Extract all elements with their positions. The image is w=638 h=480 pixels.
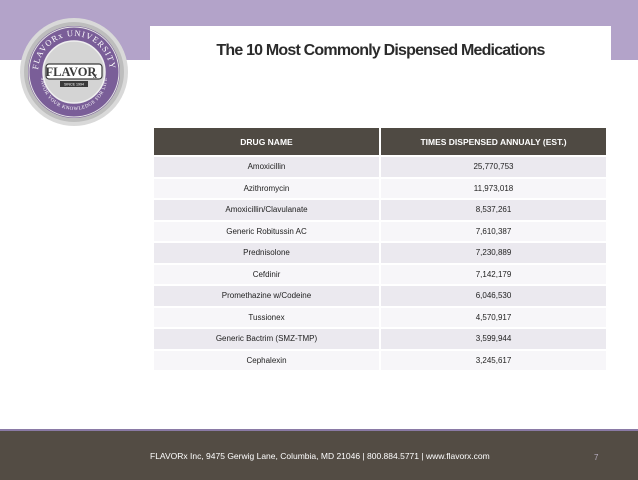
drug-name-cell: Amoxicillin: [154, 155, 381, 178]
table-row: Amoxicillin/Clavulanate 8,537,261: [154, 198, 606, 221]
seal-since-text: SINCE 1994: [64, 83, 84, 87]
table-row: Generic Bactrim (SMZ-TMP) 3,599,944: [154, 327, 606, 350]
seal-brand-text: FLAVOR: [46, 65, 98, 79]
drug-name-cell: Cefdinir: [154, 262, 381, 285]
dispensed-count-cell: 3,599,944: [380, 327, 606, 350]
drug-name-cell: Prednisolone: [154, 241, 381, 264]
dispensed-count-cell: 6,046,530: [380, 284, 606, 307]
dispensed-count-cell: 7,142,179: [380, 262, 606, 285]
drug-name-cell: Generic Bactrim (SMZ-TMP): [154, 327, 381, 350]
dispensed-count-cell: 7,230,889: [380, 241, 606, 264]
dispensed-count-cell: 8,537,261: [380, 198, 606, 221]
table-row: Generic Robitussin AC 7,610,387: [154, 219, 606, 242]
title-panel: [150, 26, 611, 88]
table-row: Azithromycin 11,973,018: [154, 176, 606, 199]
table-row: Tussionex 4,570,917: [154, 305, 606, 328]
table-row: Prednisolone 7,230,889: [154, 241, 606, 264]
medications-table: DRUG NAME TIMES DISPENSED ANNUALY (EST.)…: [154, 128, 606, 370]
drug-name-cell: Generic Robitussin AC: [154, 219, 381, 242]
table-row: Amoxicillin 25,770,753: [154, 155, 606, 178]
seal-brand-suffix: x: [93, 71, 97, 80]
dispensed-count-cell: 3,245,617: [380, 348, 606, 370]
drug-name-cell: Promethazine w/Codeine: [154, 284, 381, 307]
drug-name-cell: Azithromycin: [154, 176, 381, 199]
column-header-times-dispensed: TIMES DISPENSED ANNUALY (EST.): [380, 128, 606, 156]
footer-contact-text: FLAVORx Inc, 9475 Gerwig Lane, Columbia,…: [150, 451, 490, 461]
column-header-drug-name: DRUG NAME: [154, 128, 381, 156]
dispensed-count-cell: 7,610,387: [380, 219, 606, 242]
slide-title: The 10 Most Commonly Dispensed Medicatio…: [216, 42, 545, 59]
drug-name-cell: Cephalexin: [154, 348, 381, 370]
dispensed-count-cell: 11,973,018: [380, 176, 606, 199]
flavorx-university-seal-logo: FLAVORx UNIVERSITY SAVOR YOUR KNOWLEDGE …: [20, 18, 128, 126]
table-row: Cephalexin 3,245,617: [154, 348, 606, 370]
page-number: 7: [594, 453, 599, 462]
table-row: Promethazine w/Codeine 6,046,530: [154, 284, 606, 307]
footer-bar: FLAVORx Inc, 9475 Gerwig Lane, Columbia,…: [0, 429, 638, 480]
drug-name-cell: Tussionex: [154, 305, 381, 328]
table-row: Cefdinir 7,142,179: [154, 262, 606, 285]
drug-name-cell: Amoxicillin/Clavulanate: [154, 198, 381, 221]
dispensed-count-cell: 4,570,917: [380, 305, 606, 328]
table-header-row: DRUG NAME TIMES DISPENSED ANNUALY (EST.): [154, 128, 606, 156]
dispensed-count-cell: 25,770,753: [380, 155, 606, 178]
